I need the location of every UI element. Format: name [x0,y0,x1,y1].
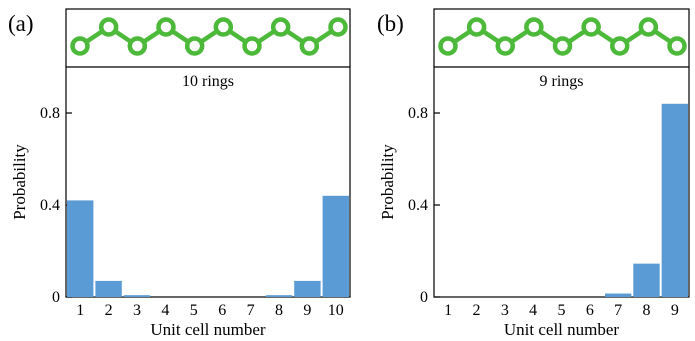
ring-4 [156,17,176,37]
y-axis-label: Probability [10,144,29,220]
ring-6 [581,17,601,37]
x-tick-label: 7 [247,302,255,319]
x-tick-label: 2 [473,302,481,319]
ring-9 [299,36,320,56]
x-tick-label: 8 [275,302,283,319]
x-axis-label: Unit cell number [504,320,620,339]
bar-8 [265,295,293,297]
ring-chain-bonds [78,24,340,49]
x-tick-label: 4 [161,302,169,319]
x-tick-label: 1 [76,302,84,319]
ring-7 [242,36,262,56]
ring-6 [213,17,234,37]
y-tick-label: 0.8 [40,105,60,122]
ring-9 [667,36,687,56]
panel-label: (b) [377,11,404,36]
ring-5 [552,36,573,56]
x-tick-label: 3 [501,302,509,319]
chart-title: 10 rings [182,73,234,90]
x-tick-label: 8 [643,302,651,319]
ring-2 [98,17,119,37]
y-tick-label: 0 [420,289,428,306]
ring-3 [127,36,148,56]
ring-2 [466,17,487,37]
ring-1 [438,36,458,56]
x-tick-label: 6 [218,302,226,319]
x-tick-label: 9 [671,302,679,319]
x-tick-label: 9 [303,302,311,319]
ring-10 [328,17,348,37]
x-tick-label: 5 [190,302,198,319]
bar-7 [604,293,632,297]
panel-b: (b) 9 rings 0 0.4 0.8 Probability 1 2 3 4 5 6 7 8 9 Uni… [377,8,690,339]
bar-8 [633,263,660,297]
y-axis-label: Probability [378,144,397,220]
y-tick-label: 0.4 [40,197,60,214]
x-tick-label: 3 [133,302,141,319]
ring-4 [524,17,544,37]
ring-8 [638,17,659,37]
panel-label: (a) [8,11,34,36]
ring-8 [270,17,291,37]
x-tick-label: 5 [558,302,566,319]
x-axis-label: Unit cell number [150,320,266,339]
y-tick-label: 0.8 [408,105,428,122]
bar-3 [123,295,151,297]
chart-title: 9 rings [540,73,584,90]
ring-1 [70,36,90,56]
bar-9 [661,103,689,297]
bar-1 [66,200,94,297]
ring-3 [495,36,515,56]
ring-5 [184,36,205,56]
x-tick-label: 10 [328,302,344,319]
x-tick-label: 4 [529,302,537,319]
plot-frame [65,8,351,298]
x-tick-label: 1 [444,302,452,319]
x-tick-label: 2 [105,302,113,319]
bar-2 [95,280,122,297]
bar-9 [294,280,321,297]
plot-frame [433,8,690,298]
x-tick-label: 7 [614,302,622,319]
ring-7 [610,36,630,56]
y-tick-label: 0 [52,289,60,306]
y-tick-label: 0.4 [408,197,428,214]
bar-10 [322,195,350,297]
x-tick-label: 6 [586,302,594,319]
panel-a: (a) 10 rings 0 0.4 0.8 Probability 1 2 3 4 5 6 7 8 9 10… [8,8,351,339]
